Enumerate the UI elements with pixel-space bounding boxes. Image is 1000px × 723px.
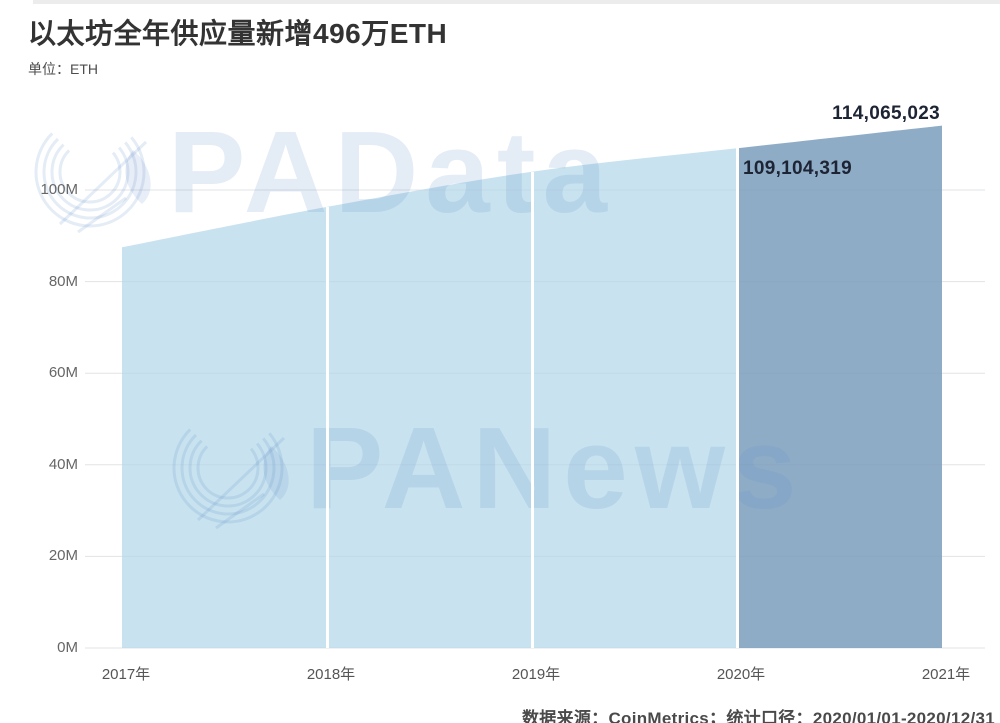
data-label-2020: 109,104,319: [743, 158, 852, 179]
x-axis-tick-2021: 2021年: [921, 666, 971, 683]
y-axis-tick-20M: 20M: [48, 547, 78, 565]
y-axis-tick-80M: 80M: [48, 272, 78, 290]
y-axis-tick-0M: 0M: [57, 639, 78, 656]
top-strip: [33, 0, 1000, 4]
x-axis-tick-2019: 2019年: [511, 666, 561, 683]
source-note: 数据来源：CoinMetrics；统计口径：2020/01/01-2020/12…: [521, 709, 995, 723]
x-axis-tick-2020: 2020年: [716, 666, 766, 683]
y-axis-tick-60M: 60M: [48, 364, 78, 382]
chart-title: 以太坊全年供应量新增496万ETH: [28, 18, 448, 49]
year-separator-2019: [530, 172, 534, 648]
data-label-2021: 114,065,023: [832, 103, 940, 124]
x-axis-tick-2017: 2017年: [101, 666, 151, 683]
y-axis-tick-40M: 40M: [48, 455, 78, 473]
unit-label: 单位：ETH: [28, 61, 98, 78]
x-axis-tick-2018: 2018年: [306, 666, 356, 683]
y-axis-tick-100M: 100M: [40, 181, 78, 198]
year-separator-2020: [735, 148, 739, 648]
chart-header: 以太坊全年供应量新增496万ETH 单位：ETH: [28, 18, 447, 79]
year-separator-2018: [325, 207, 329, 648]
